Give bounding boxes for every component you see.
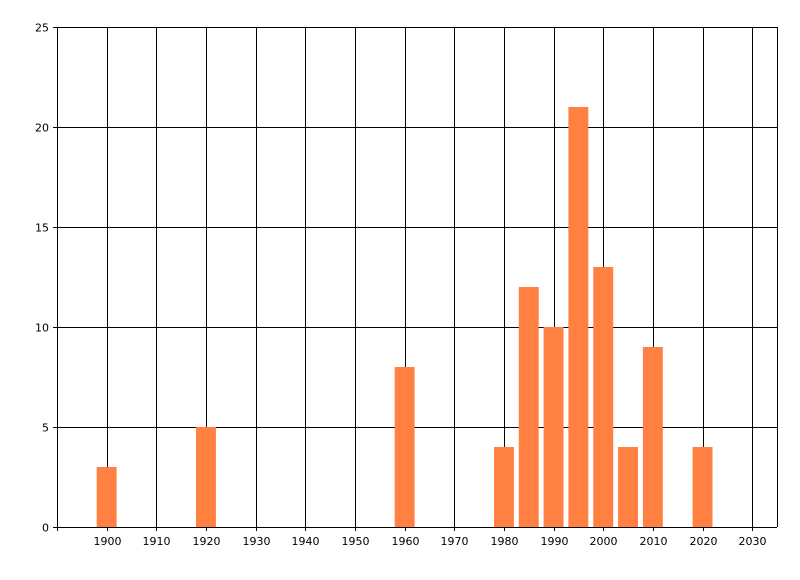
bar-1900: [96, 467, 117, 527]
bar-1960: [394, 367, 415, 527]
x-tick-label: 1950: [342, 535, 370, 548]
bar-2000: [593, 267, 614, 527]
y-tick-label: 20: [35, 122, 49, 135]
x-tick-label: 2020: [690, 535, 718, 548]
bar-1980: [494, 447, 514, 527]
x-tick-label: 1960: [392, 535, 420, 548]
y-tick-label: 5: [42, 422, 49, 435]
bar-1920: [196, 427, 216, 527]
x-tick-label: 1970: [441, 535, 469, 548]
y-tick-label: 10: [35, 322, 49, 335]
bar-2020: [692, 447, 713, 527]
x-tick-label: 1990: [541, 535, 569, 548]
bar-1995: [568, 107, 589, 527]
bar-2005: [618, 447, 638, 527]
x-tick-label: 1930: [243, 535, 271, 548]
x-tick-label: 2030: [739, 535, 767, 548]
y-tick-label: 25: [35, 22, 49, 35]
y-tick-label: 15: [35, 222, 49, 235]
x-tick-label: 1940: [292, 535, 320, 548]
x-tick-label: 2010: [640, 535, 668, 548]
bar-1990: [543, 327, 564, 527]
x-tick-label: 1980: [491, 535, 519, 548]
y-tick-label: 0: [42, 522, 49, 535]
x-tick-label: 2000: [590, 535, 618, 548]
bar-1985: [518, 287, 539, 527]
x-tick-label: 1920: [193, 535, 221, 548]
bar-2010: [642, 347, 663, 527]
x-tick-label: 1910: [143, 535, 171, 548]
x-tick-label: 1900: [94, 535, 122, 548]
